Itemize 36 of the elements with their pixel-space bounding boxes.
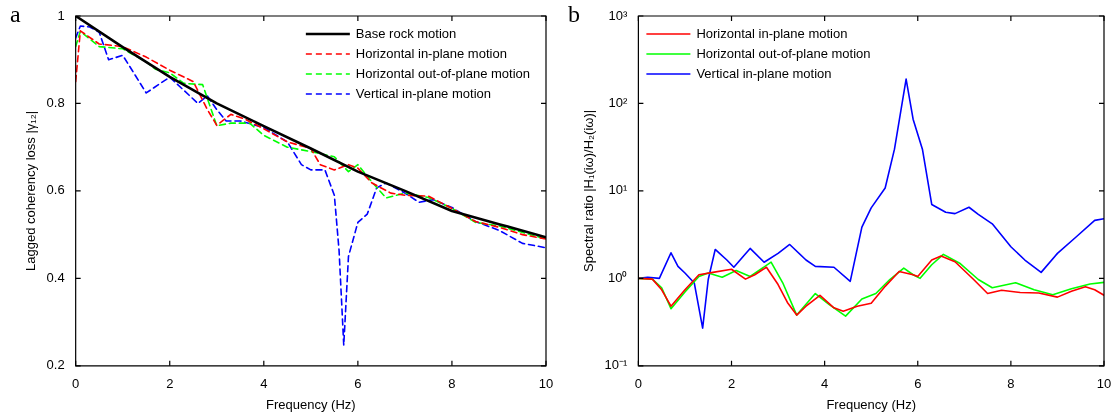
- x-tick-label: 10: [538, 376, 554, 392]
- y-tick-label: 1: [57, 7, 65, 23]
- chart-title: b: [568, 1, 580, 28]
- legend-label: Base rock motion: [355, 25, 457, 41]
- y-tick-label: 10⁰: [607, 269, 628, 285]
- y-tick-label: 10²: [608, 95, 629, 111]
- x-tick-label: 0: [72, 376, 80, 392]
- legend-label: Vertical in-plane motion: [355, 85, 491, 101]
- legend-label: Horizontal out-of-plane motion: [355, 65, 531, 81]
- legend-label: Horizontal in-plane motion: [696, 25, 848, 41]
- line-series: [75, 25, 546, 347]
- x-tick-label: 6: [914, 376, 922, 392]
- x-tick-label: 2: [166, 376, 174, 392]
- y-tick-label: 0.8: [46, 95, 65, 111]
- y-tick-label: 0.4: [46, 269, 65, 285]
- x-tick-label: 8: [1007, 376, 1015, 392]
- y-tick-label: 10⁻¹: [604, 357, 629, 373]
- y-tick-label: 10³: [608, 7, 629, 23]
- x-axis-title: Frequency (Hz): [826, 396, 916, 412]
- y-tick-label: 0.6: [46, 182, 65, 198]
- y-axis-title: Lagged coherency loss |γ₁₂|: [23, 110, 39, 271]
- y-tick-label: 0.2: [46, 357, 65, 373]
- x-tick-label: 0: [634, 376, 643, 392]
- legend-label: Vertical in-plane motion: [696, 65, 832, 81]
- x-tick-label: 2: [727, 376, 736, 392]
- x-tick-label: 6: [354, 376, 362, 392]
- legend-label: Horizontal in-plane motion: [355, 45, 507, 61]
- x-tick-label: 4: [821, 376, 829, 392]
- x-axis-title: Frequency (Hz): [266, 396, 356, 412]
- legend-label: Horizontal out-of-plane motion: [696, 45, 871, 61]
- x-tick-label: 10: [1096, 376, 1112, 392]
- y-axis-title: Spectral ratio |H₁(iω)/H₂(iω)|: [581, 109, 597, 272]
- x-tick-label: 8: [448, 376, 456, 392]
- y-tick-label: 10¹: [608, 182, 629, 198]
- x-tick-label: 4: [260, 376, 268, 392]
- chart-title: a: [10, 1, 21, 28]
